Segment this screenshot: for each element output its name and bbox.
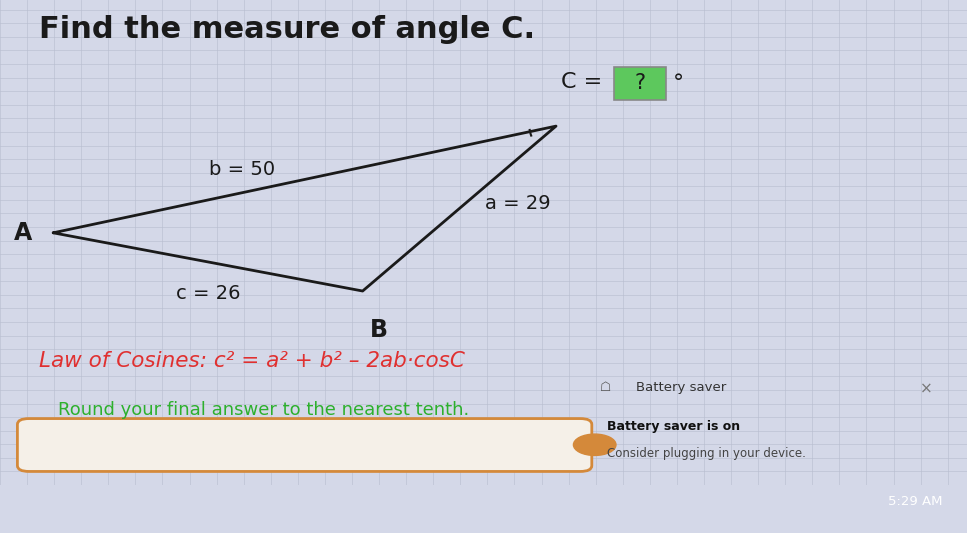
Text: Round your final answer to the nearest tenth.: Round your final answer to the nearest t… (58, 401, 469, 419)
Text: C =: C = (561, 72, 609, 92)
Text: B: B (370, 318, 389, 342)
Text: ☖: ☖ (600, 381, 611, 394)
Text: ?: ? (634, 74, 646, 93)
Text: Battery saver: Battery saver (636, 381, 726, 394)
Text: Law of Cosines: c² = a² + b² – 2ab·cosC: Law of Cosines: c² = a² + b² – 2ab·cosC (39, 351, 464, 372)
Text: ×: × (921, 381, 933, 396)
Circle shape (573, 434, 616, 455)
Text: b = 50: b = 50 (209, 160, 275, 179)
Text: Find the measure of angle C.: Find the measure of angle C. (39, 14, 535, 44)
FancyBboxPatch shape (17, 418, 592, 472)
Text: c = 26: c = 26 (176, 284, 240, 303)
Text: Consider plugging in your device.: Consider plugging in your device. (607, 447, 806, 460)
FancyBboxPatch shape (614, 67, 666, 100)
Text: Battery saver is on: Battery saver is on (607, 420, 740, 433)
Text: 5:29 AM: 5:29 AM (889, 495, 943, 508)
Text: a = 29: a = 29 (484, 194, 550, 213)
Text: A: A (14, 221, 32, 245)
Text: °: ° (673, 74, 685, 93)
